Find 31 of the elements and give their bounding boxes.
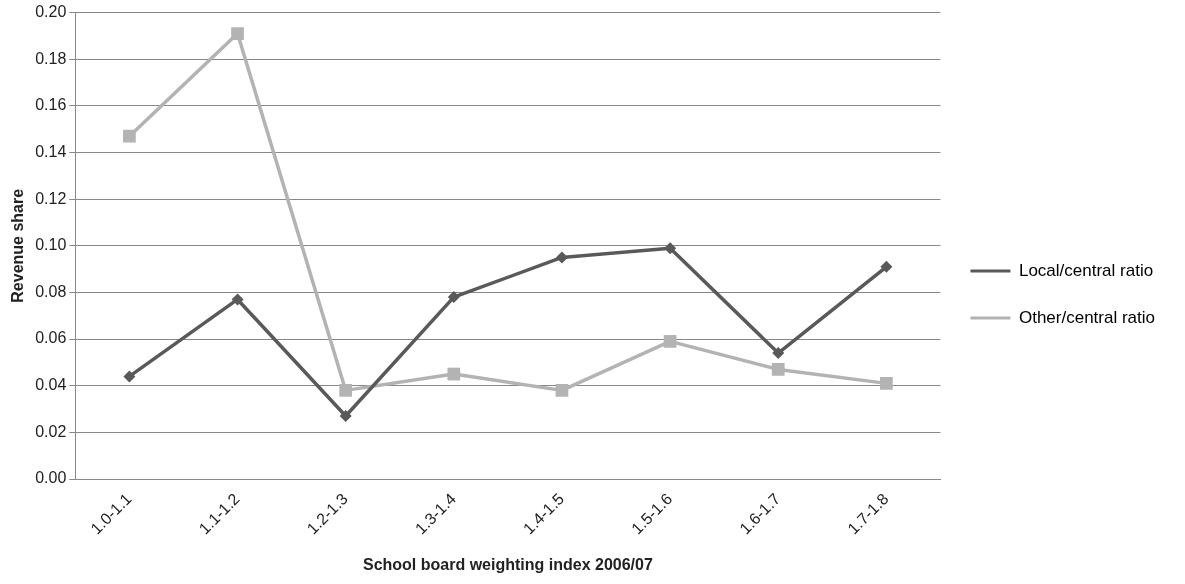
point — [664, 242, 677, 255]
y-tick-label: 0.14 — [35, 142, 67, 160]
y-tick-label: 0.20 — [35, 3, 67, 21]
point — [772, 347, 785, 360]
point — [771, 363, 785, 376]
legend-label: Local/central ratio — [1018, 260, 1154, 280]
point — [123, 370, 136, 383]
point — [123, 129, 136, 143]
point — [339, 410, 352, 423]
point — [231, 27, 244, 40]
y-tick-label: 0.12 — [35, 189, 67, 207]
legend-label: Other/central ratio — [1018, 307, 1155, 327]
point — [231, 293, 244, 306]
y-tick-label: 0.02 — [35, 422, 67, 440]
point — [663, 335, 677, 348]
point — [880, 377, 893, 390]
y-tick-label: 0.16 — [35, 96, 67, 114]
y-tick-label: 0.10 — [35, 236, 67, 254]
point — [447, 291, 460, 304]
point — [447, 367, 461, 381]
point — [555, 251, 568, 264]
y-tick-label: 0.00 — [35, 469, 67, 487]
y-axis-title: Revenue share — [9, 188, 27, 303]
point — [339, 384, 353, 397]
y-tick-label: 0.04 — [35, 376, 67, 394]
point — [555, 384, 569, 397]
y-tick-label: 0.18 — [35, 49, 67, 67]
y-tick-label: 0.06 — [35, 329, 67, 347]
x-axis-title: School board weighting index 2006/07 — [362, 555, 653, 573]
point — [880, 260, 893, 273]
y-tick-label: 0.08 — [35, 282, 67, 300]
